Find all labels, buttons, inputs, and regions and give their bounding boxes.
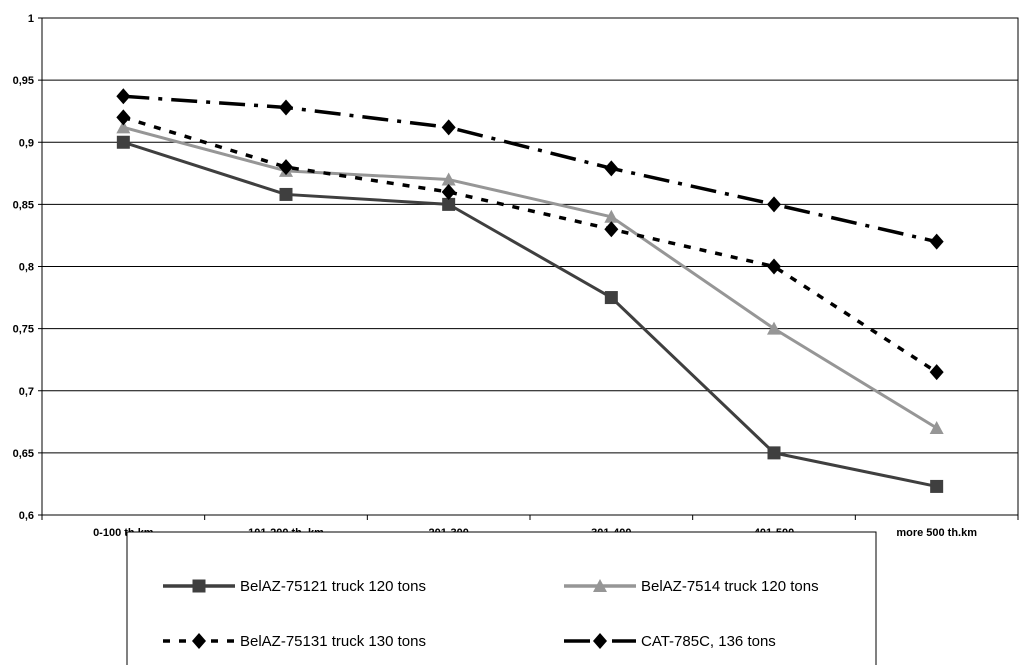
series-2-point — [116, 109, 131, 126]
series-line-0 — [122, 140, 937, 488]
series-2-point — [441, 183, 456, 200]
y-tick-label: 0,85 — [13, 199, 34, 211]
series-line-3 — [123, 94, 938, 244]
legend-item: BelAZ-75121 truck 120 tons — [163, 578, 426, 595]
legend-label: BelAZ-7514 truck 120 tons — [641, 578, 819, 595]
y-tick-label: 0,95 — [13, 75, 34, 87]
y-tick-label: 1 — [28, 13, 34, 25]
legend-item: BelAZ-75131 truck 130 tons — [163, 633, 426, 650]
y-tick-label: 0,65 — [13, 448, 34, 460]
series-1-point — [604, 209, 619, 223]
series-2-point — [929, 364, 944, 381]
series-3-point — [116, 88, 131, 105]
y-tick-label: 0,9 — [19, 137, 34, 149]
legend-box — [126, 531, 877, 665]
series-1-point — [441, 172, 456, 186]
y-tick-label: 0,8 — [19, 262, 34, 274]
series-0-point — [279, 187, 293, 201]
series-3-point — [929, 233, 944, 250]
series-3-point — [279, 99, 293, 116]
legend-item: CAT-785C, 136 tons — [564, 633, 776, 650]
series-2-point — [604, 221, 619, 238]
series-0-point — [930, 479, 944, 493]
series-0-point — [116, 135, 130, 149]
series-0-point — [604, 291, 618, 305]
series-1-point — [116, 120, 131, 134]
series-3-point — [441, 119, 456, 136]
legend-label: BelAZ-75131 truck 130 tons — [240, 633, 426, 650]
series-3-point — [604, 160, 619, 177]
legend: BelAZ-75121 truck 120 tons BelAZ-7514 tru… — [163, 578, 819, 650]
y-axis-ticks: 0,6 0,65 0,7 0,75 0,8 0,85 0,9 0,95 1 — [13, 13, 42, 522]
series-0-point — [442, 197, 456, 211]
series-markers — [116, 88, 944, 493]
series-line-1 — [122, 125, 938, 430]
legend-label: BelAZ-75121 truck 120 tons — [240, 578, 426, 595]
legend-item: BelAZ-7514 truck 120 tons — [564, 578, 819, 595]
series-line-2 — [122, 115, 938, 374]
y-tick-label: 0,6 — [19, 510, 34, 522]
legend-label: CAT-785C, 136 tons — [641, 633, 776, 650]
y-tick-label: 0,7 — [19, 386, 34, 398]
series-1-point — [767, 321, 781, 335]
legend-swatch-marker — [593, 633, 607, 649]
series-2-point — [279, 159, 293, 176]
series-2-point — [767, 258, 781, 275]
legend-swatch-marker — [192, 633, 206, 649]
series-3-point — [767, 196, 781, 213]
x-tick-label: more 500 th.km — [896, 527, 977, 539]
series-lines — [122, 94, 938, 488]
y-tick-label: 0,75 — [13, 324, 34, 336]
legend-swatch-marker — [192, 579, 206, 593]
series-0-point — [767, 446, 781, 460]
series-1-point — [929, 421, 944, 435]
legend-swatch-marker — [593, 579, 607, 592]
